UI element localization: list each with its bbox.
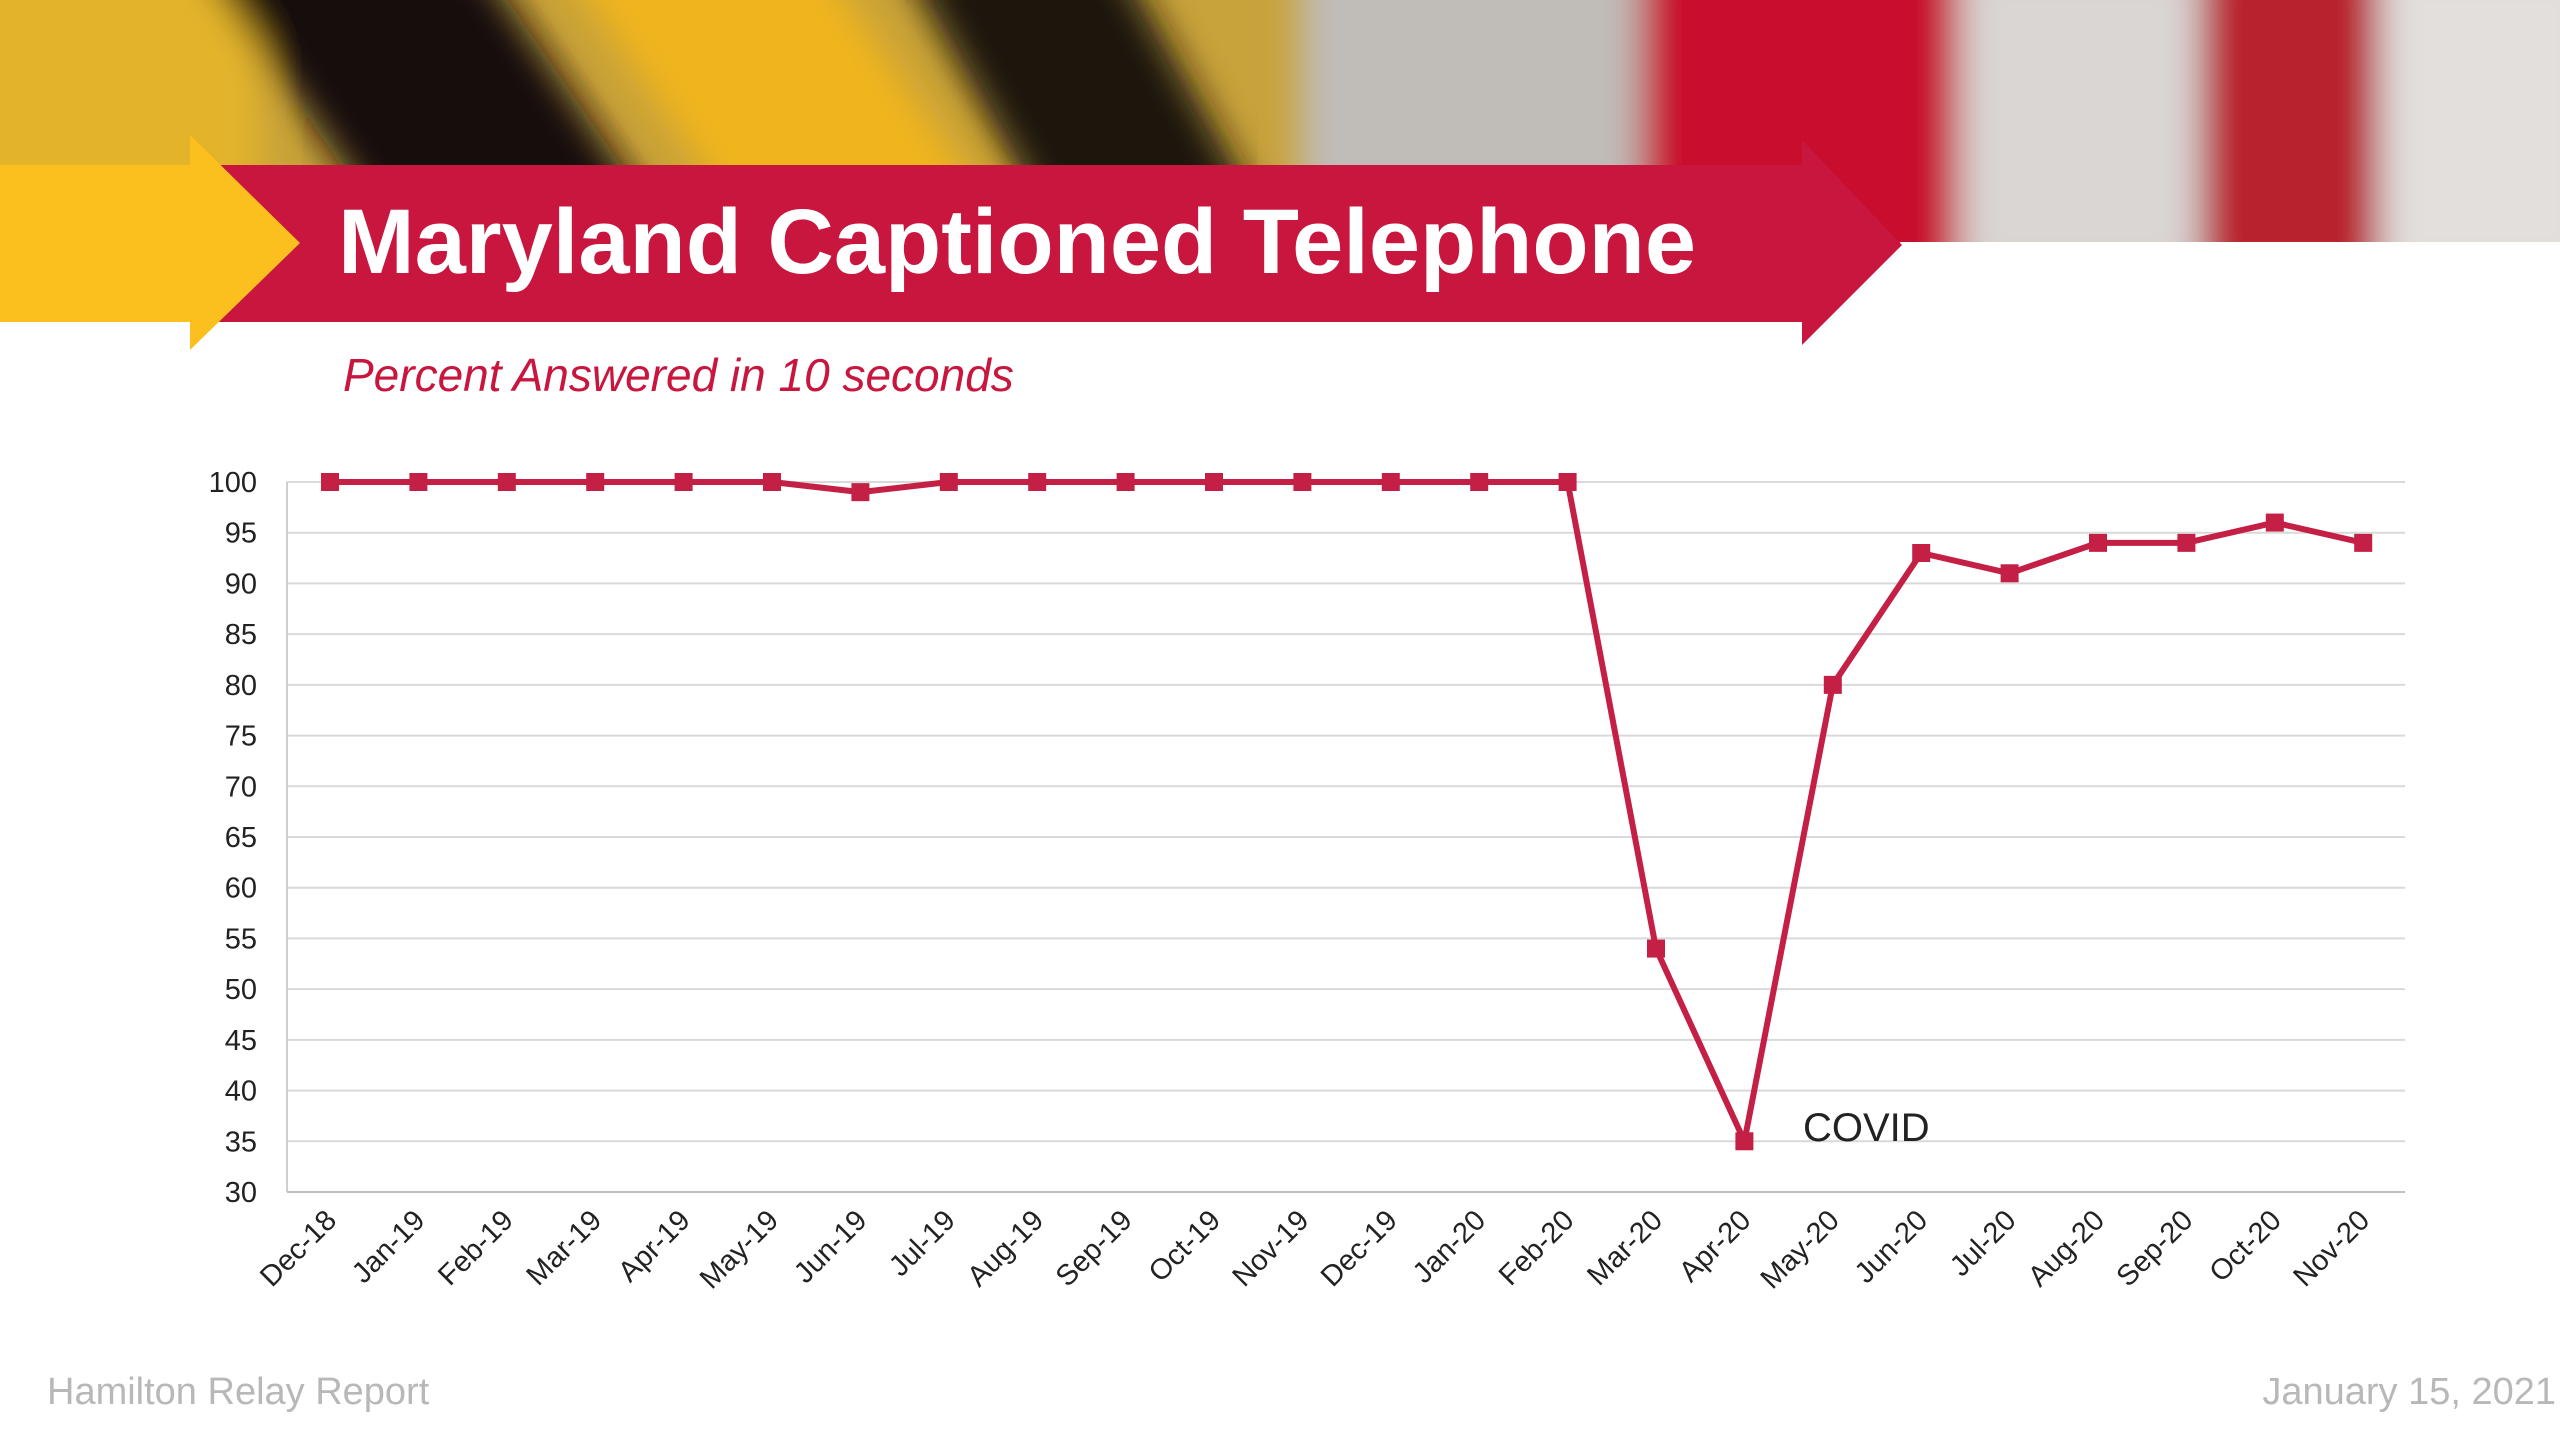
y-tick-label: 50 bbox=[225, 974, 257, 1006]
data-point bbox=[1028, 473, 1047, 491]
y-tick-label: 95 bbox=[225, 518, 257, 550]
x-tick-label: Aug-19 bbox=[961, 1204, 1050, 1293]
y-tick-label: 55 bbox=[225, 923, 257, 955]
y-tick-label: 70 bbox=[225, 771, 257, 803]
slide-title: Maryland Captioned Telephone bbox=[338, 191, 1696, 293]
y-tick-label: 85 bbox=[225, 619, 257, 651]
data-point bbox=[321, 473, 339, 491]
x-tick-label: Jun-20 bbox=[1849, 1204, 1934, 1289]
x-tick-label: Apr-20 bbox=[1673, 1204, 1757, 1288]
data-point bbox=[674, 473, 693, 491]
x-tick-label: Aug-20 bbox=[2022, 1204, 2111, 1293]
x-tick-label: Jun-19 bbox=[788, 1204, 873, 1289]
x-tick-label: Sep-20 bbox=[2111, 1204, 2200, 1293]
x-tick-label: Feb-20 bbox=[1493, 1204, 1581, 1292]
x-tick-label: May-20 bbox=[1755, 1204, 1846, 1295]
series-line bbox=[330, 479, 2364, 1145]
data-point bbox=[1470, 473, 1489, 491]
y-tick-label: 35 bbox=[225, 1126, 257, 1158]
x-tick-label: Dec-18 bbox=[254, 1204, 343, 1293]
data-point bbox=[1381, 473, 1400, 491]
y-tick-label: 80 bbox=[225, 670, 257, 702]
data-point bbox=[497, 473, 516, 491]
x-tick-label: Nov-19 bbox=[1227, 1204, 1316, 1293]
data-point bbox=[1205, 473, 1223, 491]
x-tick-label: Jul-20 bbox=[1944, 1204, 2022, 1282]
x-tick-label: Sep-19 bbox=[1050, 1204, 1139, 1293]
yellow-arrow bbox=[0, 135, 300, 350]
y-tick-label: 30 bbox=[225, 1177, 257, 1209]
series-markers bbox=[321, 473, 2373, 1151]
x-tick-label: May-19 bbox=[694, 1204, 785, 1295]
x-tick-label: Jan-20 bbox=[1407, 1204, 1492, 1289]
red-banner-arrow bbox=[0, 140, 1902, 345]
y-tick-label: 60 bbox=[225, 873, 257, 905]
data-point bbox=[1293, 473, 1312, 491]
x-tick-label: Oct-20 bbox=[2204, 1204, 2288, 1288]
data-point bbox=[2089, 533, 2107, 552]
data-point bbox=[1647, 939, 1665, 958]
data-point bbox=[763, 473, 781, 491]
y-tick-label: 40 bbox=[225, 1076, 257, 1108]
data-point bbox=[851, 483, 870, 502]
series-line bbox=[330, 479, 2364, 1145]
chart-subtitle: Percent Answered in 10 seconds bbox=[343, 349, 1014, 401]
data-point bbox=[586, 473, 605, 491]
x-tick-label: Jul-19 bbox=[883, 1204, 961, 1282]
y-tick-label: 45 bbox=[225, 1025, 257, 1057]
data-point bbox=[2177, 533, 2196, 552]
data-point bbox=[1116, 473, 1135, 491]
data-point bbox=[2354, 533, 2373, 552]
data-point bbox=[2000, 564, 2019, 583]
y-tick-label: 75 bbox=[225, 721, 257, 753]
data-point bbox=[409, 473, 428, 491]
y-tick-label: 90 bbox=[225, 568, 257, 600]
footer-report-name: Hamilton Relay Report bbox=[47, 1371, 430, 1413]
x-tick-label: Oct-19 bbox=[1143, 1204, 1227, 1288]
x-tick-label: Apr-19 bbox=[612, 1204, 696, 1288]
x-tick-label: Nov-20 bbox=[2287, 1204, 2376, 1293]
x-tick-label: Jan-19 bbox=[346, 1204, 431, 1289]
x-tick-label: Mar-19 bbox=[521, 1204, 609, 1292]
footer-date: January 15, 2021 bbox=[2262, 1371, 2556, 1413]
x-tick-label: Feb-19 bbox=[432, 1204, 520, 1292]
data-point bbox=[939, 473, 958, 491]
covid-annotation: COVID bbox=[1803, 1106, 1930, 1150]
y-tick-label: 100 bbox=[209, 467, 257, 499]
y-tick-label: 65 bbox=[225, 822, 257, 854]
data-point bbox=[1912, 544, 1931, 562]
data-point bbox=[1558, 473, 1577, 491]
axes bbox=[286, 482, 2405, 1193]
gridlines bbox=[287, 481, 2405, 1193]
x-tick-label: Dec-19 bbox=[1315, 1204, 1404, 1293]
x-tick-label: Mar-20 bbox=[1581, 1204, 1669, 1292]
header-arrows bbox=[0, 135, 2560, 360]
data-point bbox=[1735, 1132, 1754, 1151]
data-point bbox=[2265, 513, 2284, 532]
data-point bbox=[1823, 675, 1842, 694]
y-tick-labels: 100 95 90 85 80 75 70 65 60 55 50 45 40 35 30 bbox=[209, 467, 257, 1209]
